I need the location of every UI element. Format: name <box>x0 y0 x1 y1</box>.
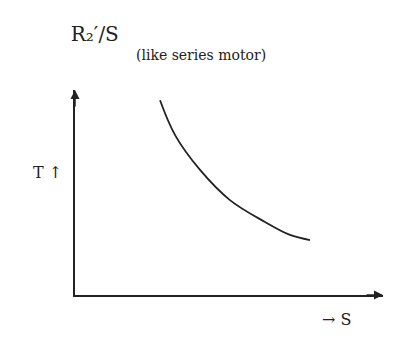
svg-text:(like series motor): (like series motor) <box>136 47 266 63</box>
svg-text:R₂′/S: R₂′/S <box>71 22 119 46</box>
svg-text:T ↑: T ↑ <box>33 163 62 182</box>
svg-text:→ S: → S <box>322 310 351 329</box>
